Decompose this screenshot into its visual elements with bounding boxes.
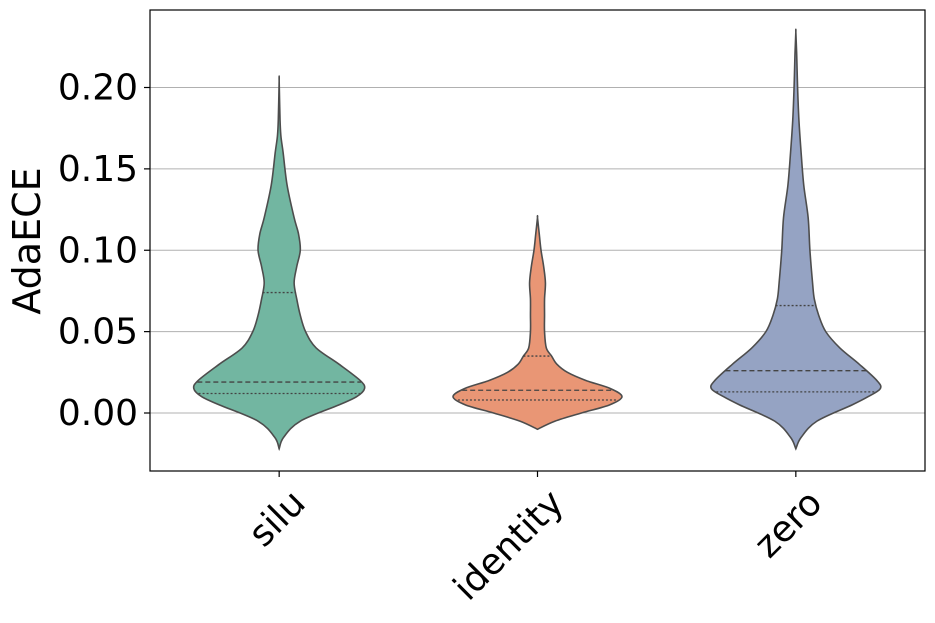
violins: [192, 28, 882, 452]
y-tick-label: 0.10: [58, 230, 138, 271]
y-axis-label: AdaECE: [5, 167, 49, 314]
y-tick-label: 0.20: [58, 68, 138, 109]
y-tick-label: 0.05: [58, 312, 138, 353]
y-tick-label: 0.00: [58, 393, 138, 434]
y-axis-ticks: 0.00 0.05 0.10 0.15 0.20: [58, 68, 150, 434]
violin-silu: [192, 75, 366, 452]
y-tick-label: 0.15: [58, 149, 138, 190]
violin-identity: [452, 214, 623, 431]
violin-zero: [709, 28, 882, 451]
